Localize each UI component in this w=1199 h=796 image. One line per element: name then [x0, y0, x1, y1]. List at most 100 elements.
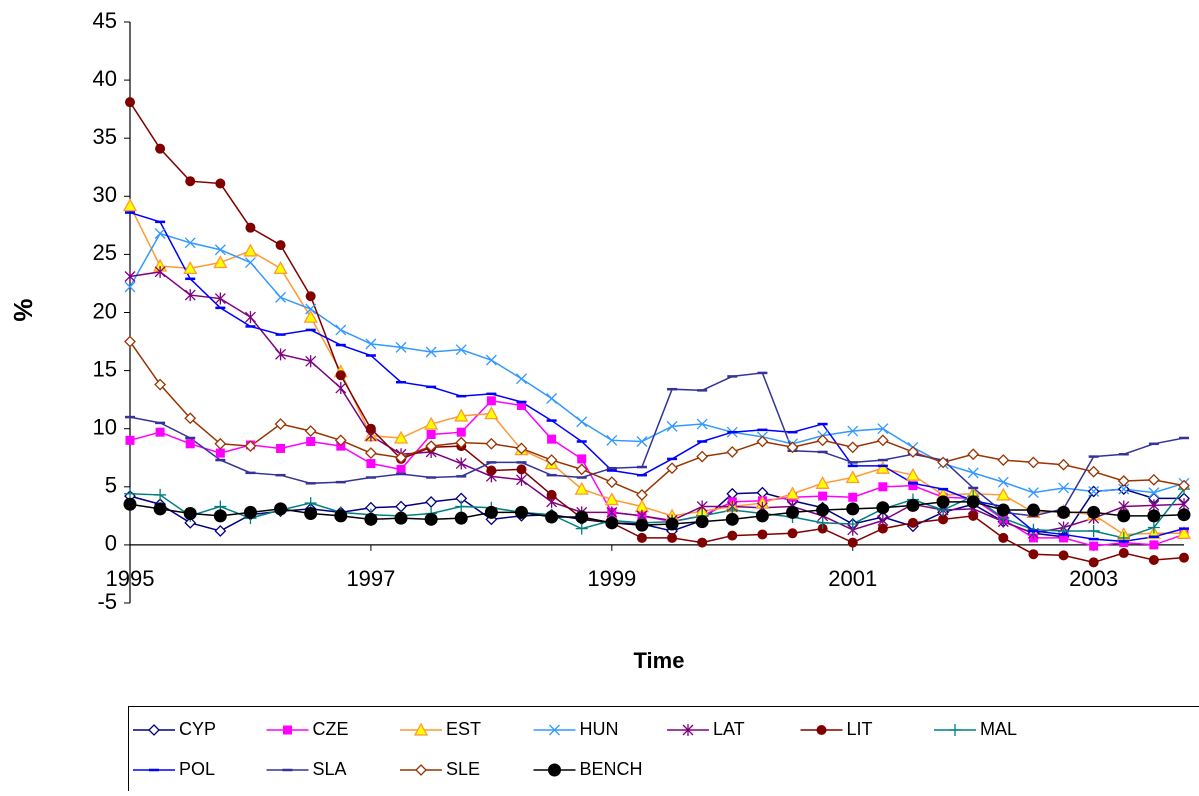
legend-label: POL [179, 759, 215, 779]
marker [336, 382, 346, 394]
marker [276, 444, 285, 453]
marker [1119, 548, 1129, 558]
legend-label: LAT [713, 719, 745, 739]
marker [607, 477, 617, 487]
marker [666, 517, 679, 530]
marker [124, 498, 137, 511]
marker [575, 511, 588, 524]
marker [788, 528, 798, 538]
marker [364, 513, 377, 526]
series-line [130, 102, 1184, 562]
series-line [130, 342, 1184, 495]
marker [937, 495, 950, 508]
marker [906, 499, 919, 512]
marker [336, 325, 346, 335]
marker [1057, 506, 1070, 519]
y-tick-label: 30 [93, 182, 117, 207]
x-tick-label: 2003 [1069, 566, 1118, 591]
marker [485, 408, 497, 419]
marker [876, 501, 889, 514]
y-tick-label: 45 [93, 8, 117, 33]
marker [547, 435, 556, 444]
marker [1089, 557, 1099, 567]
marker [215, 526, 225, 536]
marker [244, 506, 257, 519]
marker [967, 495, 980, 508]
legend-box [129, 707, 1199, 792]
legend-label: SLE [446, 759, 480, 779]
series-line [130, 233, 1184, 492]
marker [425, 513, 438, 526]
marker [968, 468, 978, 478]
marker [816, 504, 829, 517]
y-tick-label: 25 [93, 240, 117, 265]
marker [455, 501, 467, 513]
marker [848, 442, 858, 452]
marker [395, 512, 408, 525]
series-line [130, 272, 1184, 533]
marker [1027, 504, 1040, 517]
legend-label: LIT [847, 719, 873, 739]
marker [818, 492, 827, 501]
marker [786, 506, 799, 519]
marker [1089, 542, 1098, 551]
marker [756, 509, 769, 522]
marker [276, 292, 286, 302]
y-tick-label: 5 [105, 473, 117, 498]
y-tick-label: 20 [93, 298, 117, 323]
marker [276, 240, 286, 250]
y-tick-label: 0 [105, 531, 117, 556]
marker [968, 511, 978, 521]
legend-label: CYP [179, 719, 216, 739]
marker [727, 531, 737, 541]
marker [997, 504, 1010, 517]
marker [635, 519, 648, 532]
legend-marker [283, 726, 292, 735]
marker [306, 426, 316, 436]
marker [274, 502, 287, 515]
legend-label: SLA [313, 759, 347, 779]
marker [216, 449, 225, 458]
marker [214, 509, 227, 522]
x-tick-label: 1997 [346, 566, 395, 591]
marker [547, 393, 557, 403]
marker [878, 435, 888, 445]
marker [487, 396, 496, 405]
marker [1149, 555, 1159, 565]
marker [878, 482, 887, 491]
marker [304, 507, 317, 520]
marker [185, 238, 195, 248]
x-tick-label: 1999 [587, 566, 636, 591]
marker [1117, 509, 1130, 522]
marker [878, 524, 888, 534]
marker [214, 257, 226, 268]
y-tick-label: 10 [93, 415, 117, 440]
marker [275, 262, 287, 273]
marker [1089, 467, 1099, 477]
marker [276, 419, 286, 429]
marker [276, 348, 286, 360]
marker [697, 538, 707, 548]
marker [154, 502, 167, 515]
marker [397, 465, 406, 474]
marker [726, 513, 739, 526]
marker [184, 507, 197, 520]
marker [1087, 506, 1100, 519]
marker [1088, 525, 1100, 537]
y-axis-title: % [8, 298, 38, 321]
marker [1059, 550, 1069, 560]
marker [306, 355, 316, 367]
marker [155, 228, 165, 238]
marker [847, 472, 859, 483]
marker [455, 512, 468, 525]
marker [1149, 540, 1158, 549]
marker [486, 439, 496, 449]
marker [426, 497, 436, 507]
marker [908, 518, 918, 528]
marker [215, 245, 225, 255]
series-line [130, 206, 1184, 535]
y-tick-label: 35 [93, 124, 117, 149]
x-axis-title: Time [634, 648, 685, 673]
marker [697, 452, 707, 462]
